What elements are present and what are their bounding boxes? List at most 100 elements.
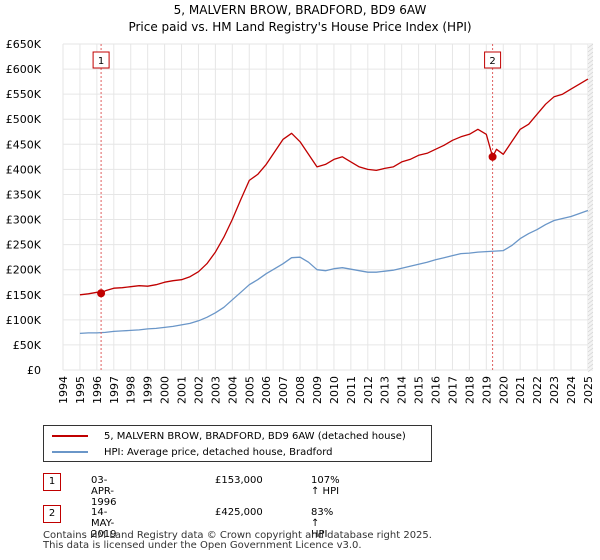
legend-label-hpi: HPI: Average price, detached house, Brad… [104,446,333,458]
y-tick-label: £300K [6,214,42,227]
footer-line-1: Contains HM Land Registry data © Crown c… [43,530,432,541]
x-tick-label: 2014 [396,376,409,404]
hatch-line [587,123,594,129]
sale-badge [484,51,502,69]
grid [62,43,593,371]
hatch-line [587,263,594,269]
hatch-line [587,183,594,189]
hatch-line [587,171,594,177]
x-tick-label: 2010 [328,376,341,404]
hatch-line [587,271,594,277]
hatch-line [587,103,594,109]
x-tick-label: 2003 [209,376,222,404]
transaction-price: £153,000 [215,475,263,486]
hatch-line [587,207,594,213]
footer-line-2: This data is licensed under the Open Gov… [43,540,362,551]
hatch-line [587,107,594,113]
hatch-line [587,119,594,125]
x-tick-label: 2008 [294,376,307,404]
sale-badge-label: 2 [489,56,495,67]
y-tick-label: £100K [6,314,42,327]
sale-point [97,289,106,298]
x-tick-label: 2005 [243,376,256,404]
hatch-line [587,347,594,353]
hatch-line [587,191,594,197]
hatch-line [587,251,594,257]
chart-title: 5, MALVERN BROW, BRADFORD, BD9 6AW [173,3,427,17]
x-tick-label: 2004 [226,376,239,404]
hatch-line [587,71,594,77]
hatch-line [587,115,594,121]
hatch-line [587,267,594,273]
transaction-price: £425,000 [215,507,263,518]
hatch-line [587,155,594,161]
hatch-line [587,139,594,145]
hatch-line [587,75,594,81]
hatch-line [587,287,594,293]
hatch-line [587,355,594,361]
hatch-line [587,247,594,253]
sale-badge [92,51,110,69]
hatch-line [587,135,594,141]
hatch-line [587,83,594,89]
hatch-line [587,131,594,137]
hatch-line [587,259,594,265]
hatch-line [587,163,594,169]
x-tick-label: 2019 [480,376,493,404]
price-chart: £0 £50K £100K £150K £200K £250K £300K £350K £400… [6,38,595,404]
legend-label-property: 5, MALVERN BROW, BRADFORD, BD9 6AW (deta… [104,430,406,442]
hatch-line [587,303,594,309]
hatch-line [587,351,594,357]
hatch-line [587,111,594,117]
hatch-line [587,343,594,349]
hatch-line [587,295,594,301]
hatch-line [587,179,594,185]
hatch-line [587,167,594,173]
footer: Contains HM Land Registry data © Crown c… [43,531,432,551]
hatch-line [587,367,594,373]
hatch-line [587,327,594,333]
hatch-line [587,127,594,133]
legend-item-property: 5, MALVERN BROW, BRADFORD, BD9 6AW (deta… [52,428,406,444]
y-tick-label: £200K [6,264,42,277]
y-tick-label: £150K [6,289,42,302]
y-tick-label: £50K [13,339,42,352]
series-lines [79,78,589,335]
hatch-line [587,95,594,101]
hatch-line [587,195,594,201]
x-tick-label: 2016 [430,376,443,404]
hatch-line [587,331,594,337]
hatch-line [587,243,594,249]
x-tick-label: 1997 [108,376,121,404]
hatch-line [587,215,594,221]
hatch-line [587,255,594,261]
legend: 5, MALVERN BROW, BRADFORD, BD9 6AW (deta… [43,425,432,462]
x-tick-label: 1995 [74,376,87,404]
hatch-line [587,151,594,157]
transaction-badge: 1 [43,473,61,491]
x-tick-label: 2001 [176,376,189,404]
hatch-line [587,279,594,285]
x-tick-label: 2015 [413,376,426,404]
chart-subtitle: Price paid vs. HM Land Registry's House … [128,20,472,34]
hatch-line [587,235,594,241]
x-tick-label: 1994 [57,376,70,404]
transaction-hpi: 107% ↑ HPI [311,475,340,497]
y-tick-label: £500K [6,113,42,126]
hatch-line [587,283,594,289]
x-tick-label: 1998 [125,376,138,404]
x-tick-label: 2009 [311,376,324,404]
hatch-line [587,275,594,281]
x-tick-label: 2017 [446,376,459,404]
hatch-line [587,223,594,229]
hatch-line [587,359,594,365]
forecast-hatch [587,43,594,373]
hatch-line [587,307,594,313]
x-tick-label: 2025 [582,376,595,404]
hatch-line [587,219,594,225]
transaction-hpi: 83% ↑ HPI [311,507,334,540]
x-tick-label: 2018 [463,376,476,404]
x-tick-label: 2023 [548,376,561,404]
y-tick-label: £600K [6,63,42,76]
